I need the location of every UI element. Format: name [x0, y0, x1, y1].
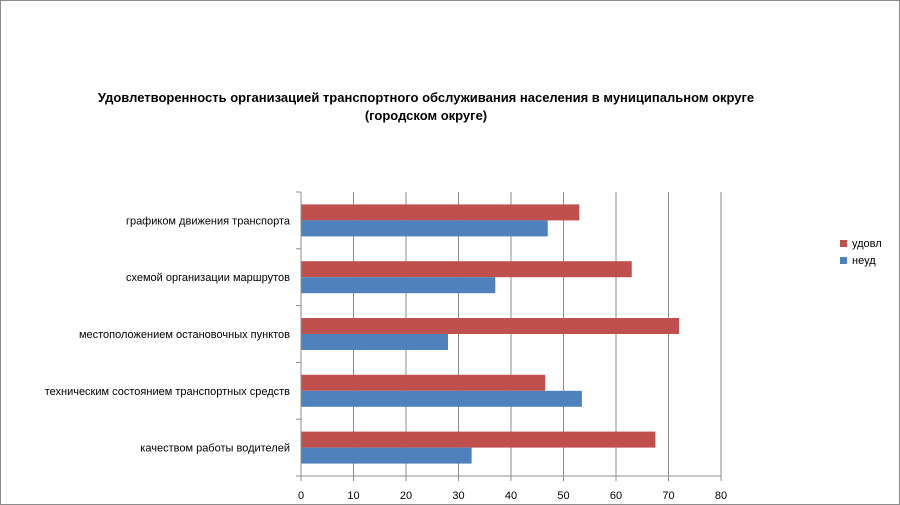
axes — [296, 191, 722, 481]
chart-title: Удовлетворенность организацией транспорт… — [41, 89, 811, 125]
x-tick-label: 10 — [347, 490, 359, 502]
x-tick-label: 70 — [662, 490, 674, 502]
x-tick-label: 0 — [298, 490, 304, 502]
x-tick-label: 60 — [610, 490, 622, 502]
bar-удовл-1 — [301, 204, 580, 221]
x-tick-label: 40 — [505, 490, 517, 502]
bar-неуд-2 — [301, 277, 496, 294]
legend-label: удовл — [852, 238, 882, 250]
bar-неуд-5 — [301, 447, 472, 464]
bar-удовл-5 — [301, 431, 656, 448]
bar-удовл-4 — [301, 374, 546, 391]
bar-удовл-2 — [301, 261, 632, 278]
bars — [301, 204, 679, 464]
category-label: схемой организации маршрутов — [126, 272, 290, 284]
category-label: техническим состоянием транспортных сред… — [45, 386, 290, 398]
x-tick-label: 20 — [400, 490, 412, 502]
bar-неуд-1 — [301, 220, 548, 237]
category-label: местоположением остановочных пунктов — [79, 329, 290, 341]
x-tick-label: 80 — [715, 490, 727, 502]
labels: графиком движения транспорта схемой орган… — [45, 215, 727, 502]
legend-label: неуд — [852, 255, 876, 267]
bar-неуд-4 — [301, 390, 582, 407]
x-tick-label: 50 — [557, 490, 569, 502]
x-tick-label: 30 — [452, 490, 464, 502]
chart-title-line-1: Удовлетворенность организацией транспорт… — [97, 90, 755, 105]
chart-title-line-2: (городском округе) — [364, 108, 488, 123]
category-label: качеством работы водителей — [140, 443, 290, 455]
bar-удовл-3 — [301, 318, 679, 334]
category-label: графиком движения транспорта — [126, 215, 291, 227]
legend-swatch-удовл — [840, 240, 847, 247]
bar-неуд-3 — [301, 334, 448, 350]
legend: удовл неуд — [840, 238, 882, 267]
legend-swatch-неуд — [840, 257, 847, 264]
